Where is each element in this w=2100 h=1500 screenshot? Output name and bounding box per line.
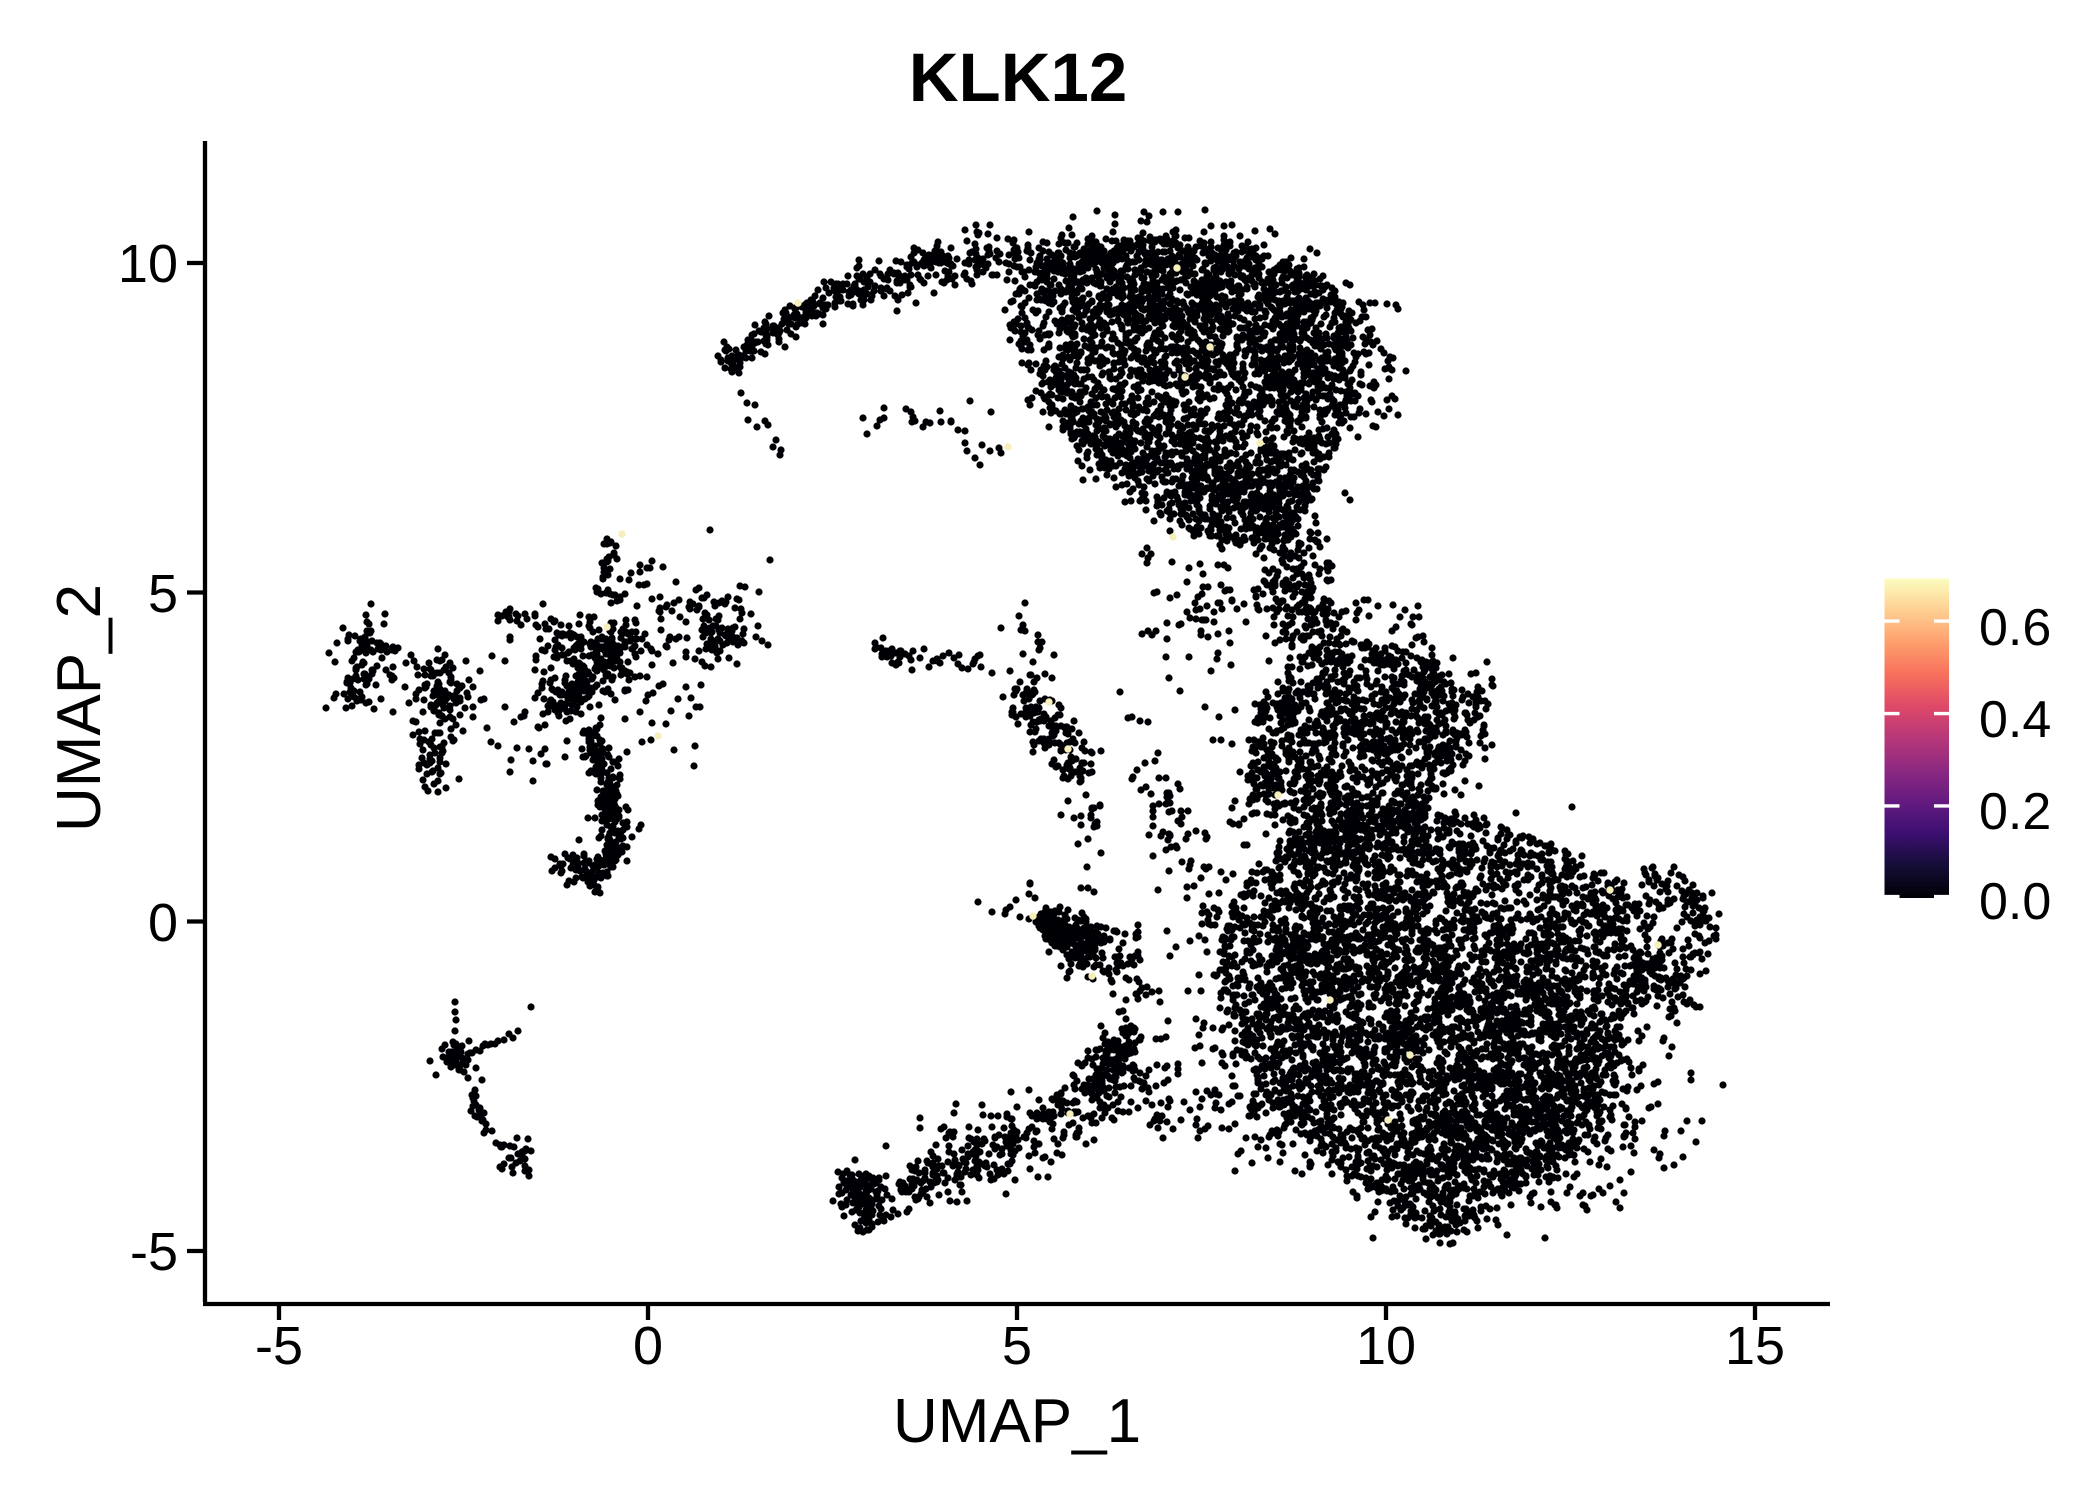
svg-text:5: 5 <box>1002 1316 1032 1376</box>
svg-text:10: 10 <box>118 234 178 294</box>
svg-text:0.6: 0.6 <box>1979 599 2051 657</box>
svg-text:10: 10 <box>1356 1316 1416 1376</box>
svg-text:0.2: 0.2 <box>1979 783 2051 841</box>
svg-text:-5: -5 <box>130 1222 178 1282</box>
svg-text:-5: -5 <box>255 1316 303 1376</box>
svg-text:KLK12: KLK12 <box>909 39 1128 116</box>
svg-text:15: 15 <box>1725 1316 1785 1376</box>
svg-text:UMAP_1: UMAP_1 <box>893 1387 1141 1456</box>
svg-text:0: 0 <box>148 893 178 953</box>
svg-text:0.4: 0.4 <box>1979 691 2051 749</box>
svg-text:0: 0 <box>633 1316 663 1376</box>
svg-text:0.0: 0.0 <box>1979 873 2051 931</box>
svg-text:UMAP_2: UMAP_2 <box>45 584 114 832</box>
svg-text:5: 5 <box>148 564 178 624</box>
